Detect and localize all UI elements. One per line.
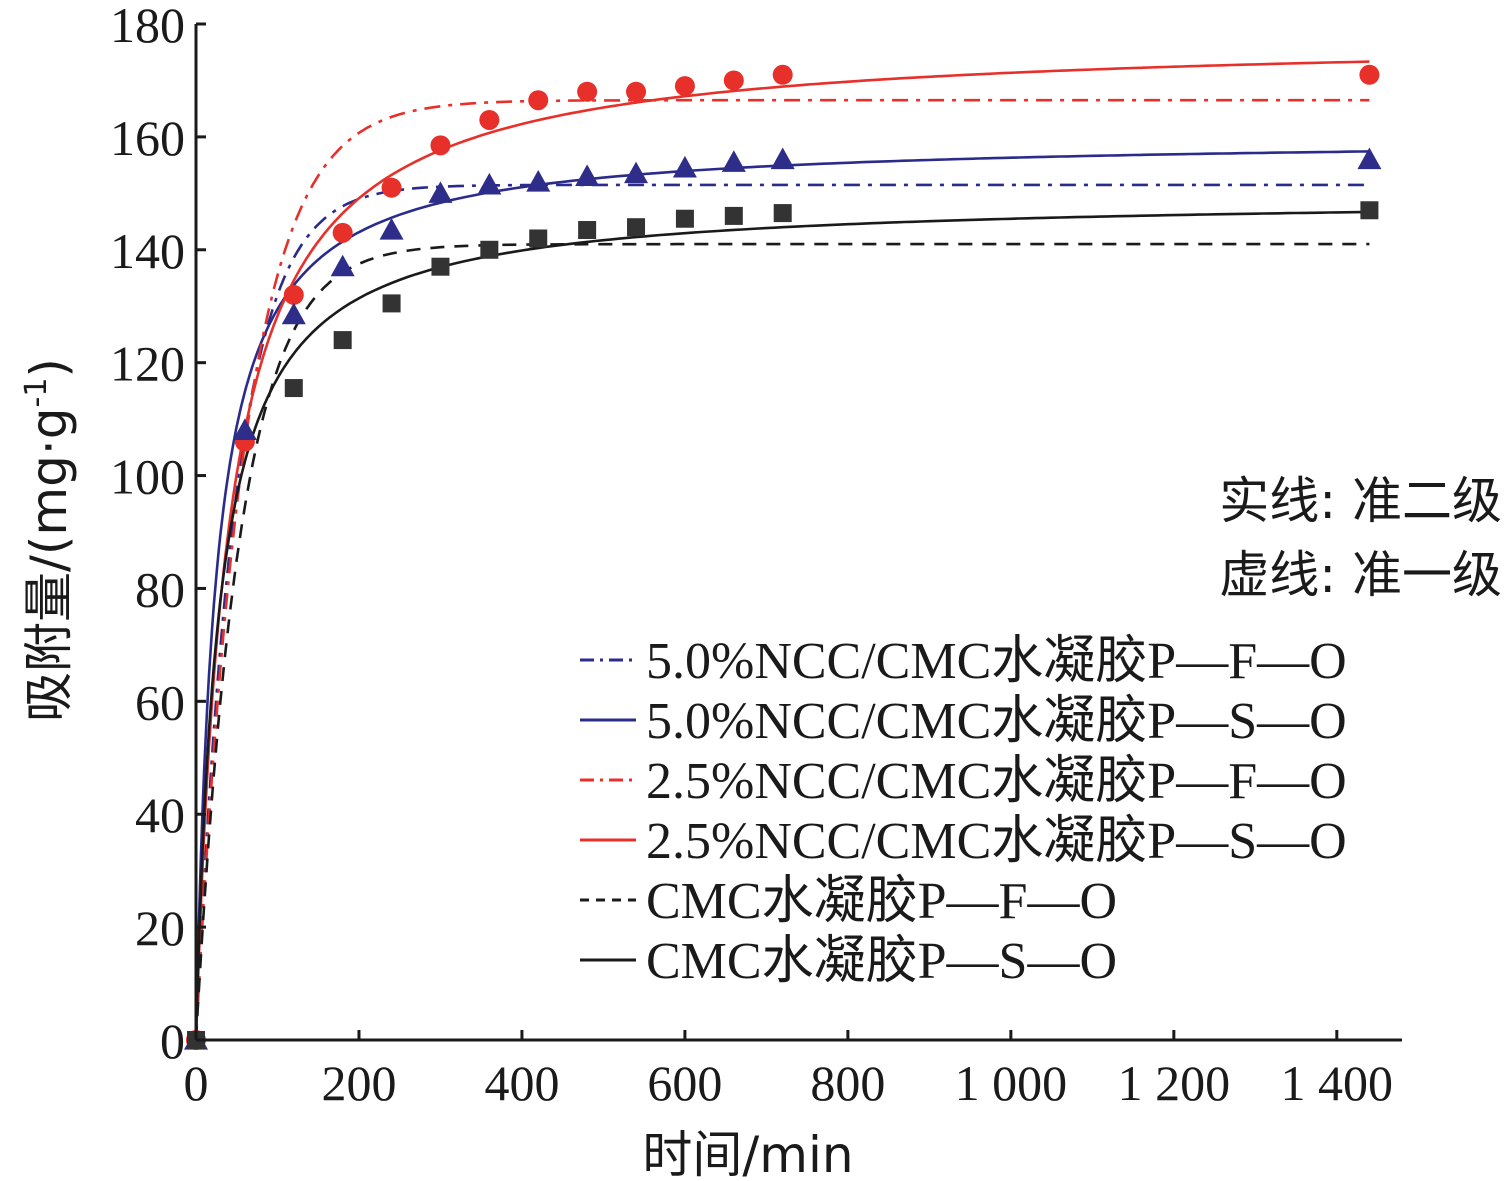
x-axis-title: 时间/min [642, 1126, 853, 1181]
data-point [575, 164, 600, 186]
note-dashed-line: 虚线: 准一级 [1219, 546, 1502, 604]
x-tick-label: 600 [647, 1055, 722, 1111]
data-point [773, 204, 792, 223]
data-point [675, 209, 694, 228]
legend-label: CMC水凝胶P—F—O [646, 873, 1117, 930]
x-tick-label: 0 [184, 1055, 209, 1111]
data-point [772, 64, 793, 85]
y-axis-title: 吸附量/(mg·g-1) [19, 358, 78, 722]
y-tick-label: 160 [110, 110, 185, 166]
data-point [332, 222, 353, 243]
y-tick-label: 100 [110, 449, 185, 505]
plot-area [184, 60, 1382, 1050]
data-point [578, 221, 597, 240]
data-point [1360, 201, 1379, 220]
note-solid-line: 实线: 准二级 [1219, 472, 1502, 530]
y-axis-title-end: ) [20, 358, 78, 378]
y-axis: 0 20 40 60 80 100 120 140 160 180 [110, 0, 206, 1069]
data-point [723, 70, 744, 91]
series-line [194, 210, 1370, 1041]
series-line [194, 242, 1370, 1041]
y-tick-label: 40 [135, 787, 185, 843]
data-point [624, 161, 649, 184]
legend-label: CMC水凝胶P—S—O [646, 933, 1117, 990]
data-point [428, 181, 453, 203]
legend-label: 5.0%NCC/CMC水凝胶P—F—O [646, 633, 1347, 690]
data-point [430, 135, 451, 156]
data-point [674, 76, 695, 97]
y-tick-label: 60 [135, 674, 185, 730]
data-point [232, 418, 257, 440]
data-point [770, 147, 795, 170]
series-line [194, 60, 1370, 1041]
data-point [721, 150, 746, 172]
data-point [626, 81, 647, 102]
data-point [1359, 64, 1380, 85]
data-point [283, 284, 304, 305]
data-point [480, 240, 499, 259]
x-tick-label: 200 [321, 1055, 396, 1111]
data-point [528, 90, 549, 111]
data-point [284, 379, 303, 398]
data-point [477, 172, 502, 195]
data-point [526, 170, 551, 192]
data-point [281, 302, 306, 325]
x-tick-label: 1 200 [1118, 1055, 1231, 1111]
data-point [724, 206, 743, 225]
y-tick-label: 180 [110, 0, 185, 53]
x-tick-label: 1 000 [955, 1055, 1068, 1111]
y-axis-title-sup: -1 [19, 378, 54, 408]
data-point [672, 155, 697, 178]
legend-label: 5.0%NCC/CMC水凝胶P—S—O [646, 693, 1347, 750]
data-point [381, 177, 402, 198]
data-point [479, 109, 500, 130]
x-tick-label: 400 [484, 1055, 559, 1111]
series-line [194, 98, 1370, 1041]
series-line [194, 150, 1370, 1041]
data-point [382, 294, 401, 313]
data-point [431, 257, 450, 276]
y-tick-label: 120 [110, 336, 185, 392]
x-tick-label: 800 [810, 1055, 885, 1111]
legend-label: 2.5%NCC/CMC水凝胶P—S—O [646, 813, 1347, 870]
y-tick-label: 20 [135, 900, 185, 956]
data-point [627, 218, 646, 237]
data-point [1357, 147, 1382, 170]
data-point [529, 229, 548, 248]
y-tick-label: 80 [135, 561, 185, 617]
legend-label: 2.5%NCC/CMC水凝胶P—F—O [646, 753, 1347, 810]
y-tick-label: 0 [160, 1013, 185, 1069]
data-point [379, 218, 404, 240]
legend: 5.0%NCC/CMC水凝胶P—F—O5.0%NCC/CMC水凝胶P—S—O2.… [580, 633, 1347, 990]
data-point [577, 81, 598, 102]
y-tick-label: 140 [110, 223, 185, 279]
data-point [333, 331, 352, 350]
x-tick-label: 1 400 [1281, 1055, 1394, 1111]
x-axis: 0 200 400 600 800 1 000 1 200 1 400 [184, 1030, 1402, 1111]
y-axis-title-main: 吸附量/(mg·g [20, 408, 78, 722]
data-point [330, 254, 355, 277]
